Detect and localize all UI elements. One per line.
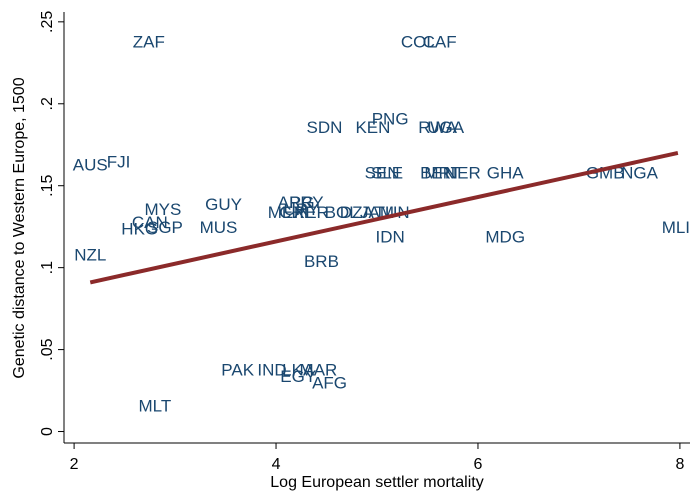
point-label: UGA — [427, 118, 465, 137]
point-label: IND — [257, 360, 286, 379]
point-label: NER — [445, 164, 481, 183]
y-axis-title: Genetic distance to Western Europe, 1500 — [11, 77, 28, 378]
x-tick-label: 4 — [272, 456, 281, 473]
point-label: GHA — [487, 164, 525, 183]
y-tick-label: .1 — [39, 261, 56, 274]
point-label: DZA — [340, 203, 375, 222]
point-label: GUY — [205, 195, 242, 214]
point-label: CAN — [132, 213, 168, 232]
point-label: COL — [401, 33, 436, 52]
point-label: CAF — [423, 33, 457, 52]
point-label: PNG — [372, 110, 409, 129]
point-label: NZL — [74, 246, 106, 265]
y-tick-label: .25 — [39, 11, 56, 33]
point-label: SLE — [371, 164, 403, 183]
y-tick-label: .15 — [39, 174, 56, 196]
y-tick-label: .2 — [39, 97, 56, 110]
point-label: CHL — [279, 203, 313, 222]
point-label: PAK — [221, 360, 254, 379]
point-label: NGA — [621, 164, 659, 183]
point-label: IDN — [375, 228, 404, 247]
y-tick-label: .05 — [39, 338, 56, 360]
x-tick-label: 6 — [474, 456, 483, 473]
point-label: SEN — [365, 164, 400, 183]
point-label: AUS — [73, 156, 108, 175]
x-tick-label: 8 — [675, 456, 684, 473]
point-label: ZAF — [133, 33, 165, 52]
x-axis-title: Log European settler mortality — [270, 474, 483, 491]
point-label: MLI — [662, 218, 690, 237]
point-label: HKG — [121, 219, 158, 238]
point-label: EGY — [280, 367, 316, 386]
point-label: KEN — [355, 118, 390, 137]
x-tick-label: 2 — [70, 456, 79, 473]
point-label: BRB — [304, 252, 339, 271]
point-label: PER — [294, 203, 329, 222]
point-label: SDN — [307, 118, 343, 137]
point-label: FJI — [107, 152, 131, 171]
point-label: RWA — [418, 118, 457, 137]
point-label: MAR — [300, 360, 338, 379]
y-tick-label: 0 — [39, 427, 56, 436]
point-label: MLT — [138, 396, 171, 415]
point-label: ARG — [278, 193, 315, 212]
point-label: BOL — [325, 203, 359, 222]
point-label: MEX — [268, 203, 305, 222]
point-label: LKA — [282, 360, 315, 379]
point-label: BEN — [420, 164, 455, 183]
point-label: MUS — [200, 218, 238, 237]
point-label: URY — [283, 200, 319, 219]
point-label: MYS — [145, 200, 182, 219]
point-label: AFG — [312, 373, 347, 392]
point-label: PRY — [289, 193, 324, 212]
point-label: MRT — [424, 164, 461, 183]
fit-line — [89, 150, 679, 285]
point-label: SGP — [147, 218, 183, 237]
point-label: MDG — [485, 228, 525, 247]
